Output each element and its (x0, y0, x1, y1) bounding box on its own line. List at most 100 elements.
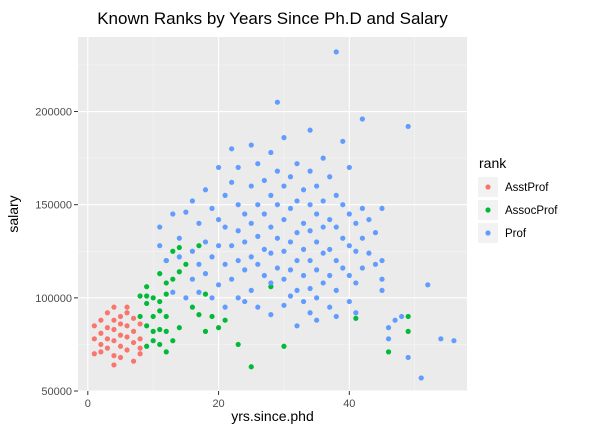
point-asstprof (111, 305, 116, 310)
point-assocprof (196, 312, 201, 317)
point-prof (229, 277, 234, 282)
point-assocprof (406, 314, 411, 319)
point-asstprof (118, 355, 123, 360)
point-prof (379, 206, 384, 211)
point-prof (229, 180, 234, 185)
point-prof (294, 230, 299, 235)
x-tick-label: 40 (343, 398, 355, 410)
point-prof (255, 262, 260, 267)
y-tick-label: 150000 (35, 200, 72, 212)
point-prof (307, 286, 312, 291)
legend-title: rank (479, 155, 507, 171)
point-prof (425, 282, 430, 287)
point-prof (236, 228, 241, 233)
point-prof (255, 305, 260, 310)
point-prof (334, 258, 339, 263)
point-prof (268, 150, 273, 155)
legend-label-asstprof: AsstProf (505, 182, 549, 194)
point-prof (216, 243, 221, 248)
point-prof (321, 224, 326, 229)
point-assocprof (170, 277, 175, 282)
legend: rank AsstProf AssocProf Prof (478, 155, 558, 243)
point-prof (268, 224, 273, 229)
point-prof (340, 236, 345, 241)
point-prof (268, 312, 273, 317)
point-prof (223, 305, 228, 310)
point-prof (386, 336, 391, 341)
point-prof (353, 310, 358, 315)
point-assocprof (406, 329, 411, 334)
legend-swatch-asstprof (485, 184, 490, 189)
point-assocprof (157, 327, 162, 332)
point-assocprof (209, 314, 214, 319)
point-prof (347, 165, 352, 170)
point-assocprof (190, 305, 195, 310)
point-asstprof (111, 362, 116, 367)
point-prof (268, 280, 273, 285)
point-prof (307, 258, 312, 263)
point-assocprof (157, 342, 162, 347)
point-assocprof (183, 262, 188, 267)
point-prof (301, 221, 306, 226)
point-prof (209, 206, 214, 211)
point-prof (281, 303, 286, 308)
point-prof (314, 211, 319, 216)
point-assocprof (386, 349, 391, 354)
point-prof (236, 295, 241, 300)
point-prof (242, 267, 247, 272)
point-prof (334, 288, 339, 293)
point-prof (177, 254, 182, 259)
point-prof (157, 224, 162, 229)
point-prof (288, 206, 293, 211)
point-prof (209, 254, 214, 259)
point-prof (340, 202, 345, 207)
point-prof (347, 273, 352, 278)
point-assocprof (196, 243, 201, 248)
point-prof (249, 142, 254, 147)
point-prof (223, 262, 228, 267)
point-prof (242, 239, 247, 244)
point-assocprof (216, 325, 221, 330)
point-prof (321, 198, 326, 203)
point-assocprof (144, 344, 149, 349)
point-asstprof (111, 353, 116, 358)
point-assocprof (170, 338, 175, 343)
point-prof (314, 267, 319, 272)
point-asstprof (124, 323, 129, 328)
point-prof (314, 183, 319, 188)
point-assocprof (157, 299, 162, 304)
point-asstprof (92, 351, 97, 356)
x-tick-label: 0 (85, 398, 91, 410)
point-prof (203, 187, 208, 192)
point-prof (288, 239, 293, 244)
point-assocprof (236, 342, 241, 347)
point-prof (307, 169, 312, 174)
point-assocprof (177, 325, 182, 330)
point-prof (314, 295, 319, 300)
point-asstprof (105, 336, 110, 341)
point-prof (347, 211, 352, 216)
legend-swatch-assocprof (485, 207, 490, 212)
point-prof (262, 247, 267, 252)
point-asstprof (111, 327, 116, 332)
legend-swatch-prof (485, 230, 490, 235)
point-prof (366, 251, 371, 256)
point-asstprof (124, 334, 129, 339)
point-assocprof (151, 338, 156, 343)
point-prof (262, 273, 267, 278)
point-assocprof (177, 269, 182, 274)
point-prof (281, 249, 286, 254)
point-assocprof (281, 344, 286, 349)
point-prof (294, 288, 299, 293)
point-prof (307, 128, 312, 133)
point-prof (190, 249, 195, 254)
legend-label-assocprof: AssocProf (505, 205, 558, 217)
point-prof (340, 139, 345, 144)
point-prof (386, 325, 391, 330)
point-prof (334, 314, 339, 319)
point-asstprof (92, 336, 97, 341)
point-asstprof (118, 344, 123, 349)
point-prof (196, 262, 201, 267)
point-prof (249, 254, 254, 259)
point-assocprof (177, 245, 182, 250)
